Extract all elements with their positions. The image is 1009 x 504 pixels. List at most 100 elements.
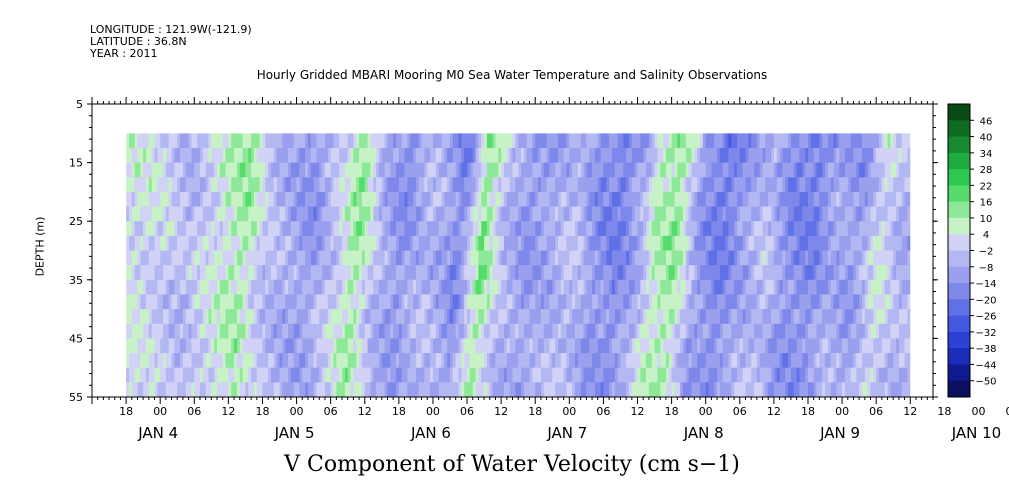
heatmap-cell bbox=[293, 265, 298, 281]
heatmap-cell bbox=[790, 250, 795, 266]
heatmap-cell bbox=[498, 191, 502, 208]
heatmap-cell bbox=[793, 133, 798, 149]
heatmap-cell bbox=[481, 133, 485, 149]
heatmap-cell bbox=[802, 133, 806, 149]
heatmap-cell bbox=[816, 177, 820, 193]
heatmap-cell bbox=[205, 250, 210, 266]
heatmap-cell bbox=[271, 221, 275, 237]
heatmap-cell bbox=[648, 133, 653, 149]
heatmap-cell bbox=[833, 250, 837, 266]
heatmap-cell bbox=[793, 147, 798, 164]
heatmap-cell bbox=[657, 147, 661, 164]
heatmap-cell bbox=[739, 191, 744, 208]
heatmap-cell bbox=[336, 191, 340, 208]
heatmap-cell bbox=[867, 309, 872, 325]
heatmap-cell bbox=[381, 235, 386, 252]
heatmap-cell bbox=[674, 133, 678, 149]
heatmap-cell bbox=[185, 353, 190, 369]
heatmap-cell bbox=[901, 133, 906, 149]
heatmap-cell bbox=[788, 133, 792, 149]
heatmap-cell bbox=[126, 367, 130, 383]
heatmap-cell bbox=[873, 382, 877, 398]
heatmap-cell bbox=[754, 294, 758, 310]
heatmap-cell bbox=[549, 133, 553, 149]
heatmap-cell bbox=[458, 367, 462, 383]
heatmap-cell bbox=[330, 294, 335, 310]
heatmap-cell bbox=[188, 250, 193, 266]
heatmap-cell bbox=[251, 147, 255, 164]
heatmap-cell bbox=[415, 323, 420, 339]
heatmap-cell bbox=[609, 309, 613, 325]
heatmap-cell bbox=[330, 162, 335, 178]
heatmap-cell bbox=[870, 162, 874, 178]
heatmap-cell bbox=[887, 367, 891, 383]
heatmap-cell bbox=[253, 323, 258, 339]
heatmap-cell bbox=[805, 221, 809, 237]
heatmap-cell bbox=[802, 147, 806, 164]
heatmap-cell bbox=[631, 147, 636, 164]
heatmap-cell bbox=[836, 367, 840, 383]
heatmap-cell bbox=[486, 191, 491, 208]
heatmap-cell bbox=[535, 162, 539, 178]
heatmap-cell bbox=[131, 147, 136, 164]
heatmap-cell bbox=[191, 147, 195, 164]
heatmap-cell bbox=[285, 191, 289, 208]
heatmap-cell bbox=[376, 367, 380, 383]
heatmap-cell bbox=[674, 279, 678, 296]
heatmap-cell bbox=[745, 147, 749, 164]
heatmap-cell bbox=[833, 147, 837, 164]
heatmap-cell bbox=[714, 235, 718, 252]
heatmap-cell bbox=[398, 177, 403, 193]
heatmap-cell bbox=[518, 206, 522, 222]
heatmap-cell bbox=[580, 250, 585, 266]
heatmap-cell bbox=[626, 309, 630, 325]
heatmap-cell bbox=[739, 177, 744, 193]
heatmap-cell bbox=[790, 265, 795, 281]
heatmap-cell bbox=[606, 323, 610, 339]
heatmap-cell bbox=[665, 147, 670, 164]
heatmap-cell bbox=[765, 265, 769, 281]
heatmap-cell bbox=[839, 206, 843, 222]
heatmap-cell bbox=[779, 133, 784, 149]
heatmap-cell bbox=[290, 250, 295, 266]
heatmap-cell bbox=[776, 265, 781, 281]
heatmap-cell bbox=[452, 309, 457, 325]
heatmap-cell bbox=[870, 191, 874, 208]
heatmap-cell bbox=[890, 133, 894, 149]
heatmap-cell bbox=[276, 133, 281, 149]
heatmap-cell bbox=[714, 147, 718, 164]
year-text: YEAR : 2011 bbox=[90, 47, 158, 60]
heatmap-cell bbox=[580, 382, 585, 398]
heatmap-cell bbox=[847, 221, 852, 237]
heatmap-cell bbox=[202, 147, 207, 164]
heatmap-cell bbox=[745, 235, 749, 252]
heatmap-cell bbox=[754, 382, 758, 398]
heatmap-cell bbox=[751, 323, 755, 339]
heatmap-cell bbox=[219, 353, 224, 369]
heatmap-cell bbox=[449, 206, 454, 222]
heatmap-cell bbox=[719, 279, 724, 296]
heatmap-cell bbox=[217, 133, 221, 149]
heatmap-cell bbox=[484, 191, 488, 208]
heatmap-cell bbox=[526, 294, 531, 310]
heatmap-cell bbox=[336, 206, 340, 222]
heatmap-cell bbox=[296, 323, 301, 339]
heatmap-cell bbox=[288, 279, 292, 296]
heatmap-cell bbox=[751, 338, 755, 354]
heatmap-cell bbox=[594, 133, 599, 149]
heatmap-cell bbox=[728, 294, 732, 310]
heatmap-cell bbox=[708, 279, 712, 296]
heatmap-cell bbox=[268, 338, 272, 354]
heatmap-cell bbox=[572, 338, 576, 354]
heatmap-cell bbox=[734, 250, 738, 266]
heatmap-cell bbox=[813, 338, 818, 354]
heatmap-cell bbox=[643, 177, 647, 193]
heatmap-cell bbox=[603, 162, 607, 178]
heatmap-cell bbox=[140, 382, 144, 398]
heatmap-cell bbox=[199, 133, 204, 149]
heatmap-cell bbox=[299, 133, 303, 149]
heatmap-cell bbox=[219, 382, 224, 398]
heatmap-cell bbox=[290, 162, 295, 178]
heatmap-cell bbox=[160, 294, 164, 310]
heatmap-cell bbox=[768, 221, 772, 237]
